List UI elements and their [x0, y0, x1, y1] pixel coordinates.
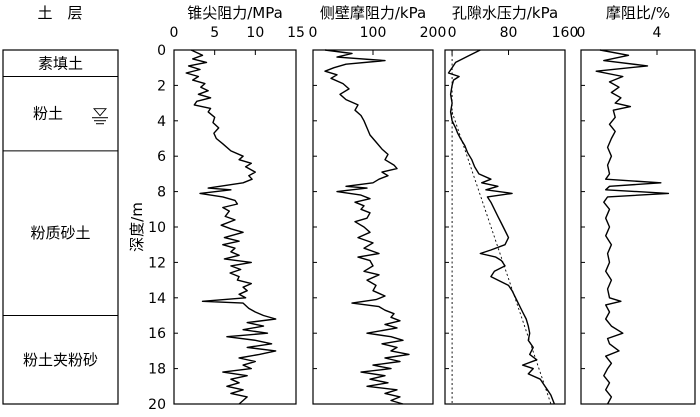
x-tick-label: 15: [287, 25, 305, 41]
strata-label: 粉质砂土: [30, 224, 90, 242]
pore-pressure-title: 孔隙水压力/kPa: [452, 4, 558, 22]
depth-tick-label: 6: [157, 149, 166, 165]
x-tick-label: 5: [210, 25, 219, 41]
layer-column-title: 土 层: [37, 4, 82, 22]
x-tick-label: 100: [360, 25, 387, 41]
friction-ratio-profile-line: [595, 49, 670, 405]
sleeve-friction-frame: [312, 49, 434, 405]
sleeve-friction-title: 侧壁摩阻力/kPa: [320, 4, 426, 22]
depth-axis-label: 深度/m: [128, 202, 146, 252]
friction-ratio-panel: 摩阻比/% 0 4: [577, 4, 696, 405]
sleeve-friction-profile-line: [324, 49, 410, 405]
pore-pressure-panel: 孔隙水压力/kPa 0 80 160: [444, 4, 579, 405]
depth-tick-label: 0: [157, 43, 166, 59]
friction-ratio-title: 摩阻比/%: [606, 4, 670, 22]
depth-tick-label: 14: [148, 291, 166, 307]
strata-frame: [2, 49, 119, 405]
depth-tick-label: 18: [148, 362, 166, 378]
cone-resistance-profile-line: [185, 49, 277, 405]
depth-tick-label: 20: [148, 397, 166, 413]
strata-label: 粉土夹粉砂: [23, 351, 98, 369]
strata-label: 素填土: [38, 54, 83, 72]
hydrostatic-reference-line: [451, 111, 552, 405]
depth-tick-label: 16: [148, 326, 166, 342]
x-tick-label: 10: [246, 25, 264, 41]
friction-ratio-frame: [580, 49, 696, 405]
water-table-triangle: [93, 108, 107, 117]
pore-pressure-frame: [444, 49, 566, 405]
x-tick-label: 0: [309, 25, 318, 41]
x-tick-label: 4: [653, 25, 662, 41]
x-tick-label: 0: [577, 25, 586, 41]
water-table-icon: [92, 108, 108, 125]
cone-resistance-panel: 锥尖阻力/MPa 0 5 10 15: [170, 4, 305, 405]
x-tick-label: 80: [500, 25, 518, 41]
x-tick-label: 200: [420, 25, 447, 41]
depth-tick-label: 2: [157, 78, 166, 94]
depth-tick-label: 12: [148, 255, 166, 271]
depth-tick-label: 4: [157, 114, 166, 130]
cone-resistance-title: 锥尖阻力/MPa: [187, 4, 283, 22]
cone-resistance-frame: [173, 49, 297, 405]
x-tick-label: 0: [448, 25, 457, 41]
depth-axis: 0 2 4 6 8 10 12 14 16 18 20 深度/m: [128, 43, 166, 413]
depth-tick-label: 10: [148, 220, 166, 236]
x-tick-label: 0: [170, 25, 179, 41]
strata-label: 粉土: [33, 105, 63, 123]
x-tick-label: 160: [552, 25, 579, 41]
depth-tick-label: 8: [157, 185, 166, 201]
pore-pressure-profile-line: [447, 49, 556, 405]
